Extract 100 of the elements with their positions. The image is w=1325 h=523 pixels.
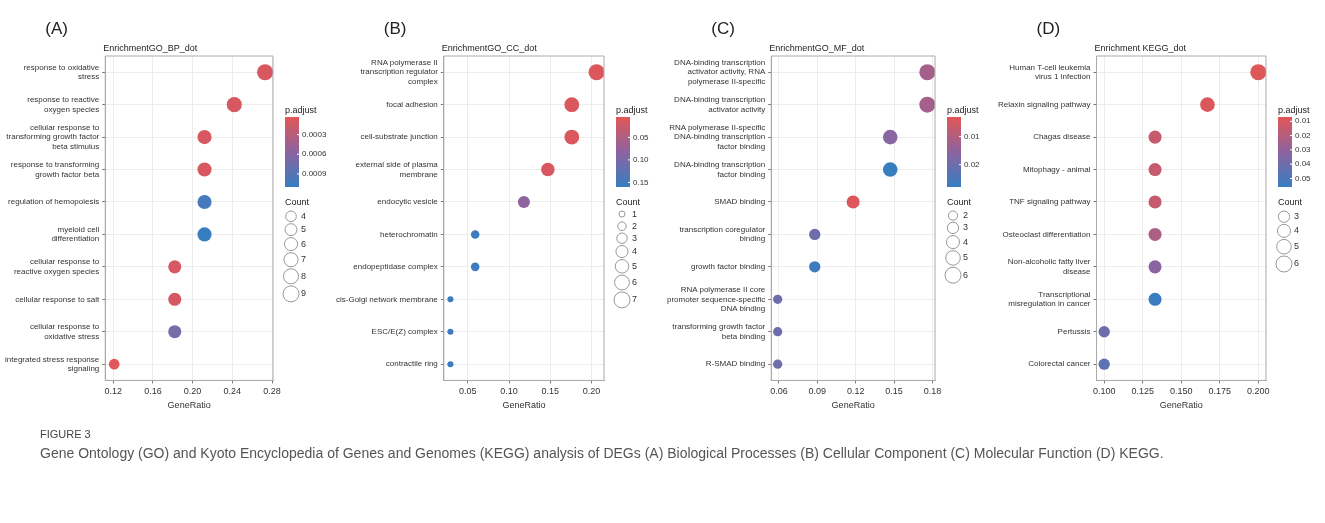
x-tick-label: 0.18 bbox=[923, 386, 942, 397]
x-tick-label: 0.09 bbox=[808, 386, 827, 397]
legend-label: 4 bbox=[1294, 225, 1300, 236]
y-tick-label: integrated stress response signaling bbox=[4, 354, 100, 374]
x-tick-label: 0.15 bbox=[885, 386, 903, 397]
chart-title: EnrichmentGO_MF_dot bbox=[769, 43, 865, 53]
legend-label: 3 bbox=[1294, 211, 1300, 222]
legend-title: Count bbox=[616, 197, 641, 207]
legend-label: 2 bbox=[963, 210, 969, 221]
y-tick-label: transforming growth factor beta binding bbox=[672, 322, 766, 341]
legend-title: Count bbox=[947, 197, 972, 207]
legend-label: 4 bbox=[632, 246, 638, 257]
text: (B) bbox=[383, 19, 407, 38]
y-tick-label: Chagas disease bbox=[1033, 132, 1092, 142]
y-tick-label: cellular response to salt bbox=[15, 294, 101, 304]
y-tick-label: contractile ring bbox=[385, 359, 438, 369]
color-bar-label: 0.05 bbox=[1295, 173, 1312, 183]
legend-label: 2 bbox=[632, 220, 638, 231]
x-axis-title: GeneRatio bbox=[167, 400, 211, 411]
legend-label: 3 bbox=[963, 222, 969, 233]
y-tick-label: cell-substrate junction bbox=[360, 132, 438, 142]
color-bar-label: 0.0009 bbox=[302, 169, 328, 179]
text: (C) bbox=[711, 19, 735, 38]
y-tick-label: endocytic vesicle bbox=[377, 197, 439, 207]
legend-label: 6 bbox=[1294, 258, 1300, 269]
x-axis-title: GeneRatio bbox=[1159, 400, 1203, 411]
x-tick-label: 0.06 bbox=[770, 386, 788, 397]
y-tick-label: growth factor binding bbox=[691, 262, 766, 272]
y-tick-label: RNA polymerase II-specific DNA-binding transcription factor binding bbox=[669, 122, 766, 151]
y-tick-label: R-SMAD binding bbox=[705, 359, 766, 369]
y-tick-label: Non-alcoholic fatty liver disease bbox=[1007, 257, 1092, 276]
chart-title: EnrichmentGO_CC_dot bbox=[441, 43, 538, 53]
legend-label: 3 bbox=[632, 232, 638, 243]
y-tick-label: SMAD binding bbox=[714, 197, 766, 207]
y-tick-label: Relaxin signaling pathway bbox=[998, 99, 1091, 109]
y-tick-label: focal adhesion bbox=[386, 99, 438, 109]
color-bar-label: 0.03 bbox=[1295, 145, 1312, 155]
legend-label: 9 bbox=[301, 288, 307, 299]
legend-title: Count bbox=[285, 197, 310, 207]
y-tick-label: DNA-binding transcription activator activity bbox=[674, 95, 766, 114]
y-tick-label: Pertussis bbox=[1057, 326, 1091, 336]
y-tick-label: Mitophagy - animal bbox=[1022, 164, 1091, 174]
color-bar-label: 0.10 bbox=[633, 155, 650, 165]
x-tick-label: 0.200 bbox=[1247, 386, 1270, 397]
color-bar-label: 0.05 bbox=[633, 132, 650, 142]
legend-label: 7 bbox=[301, 254, 307, 265]
y-tick-label: response to oxidative stress bbox=[23, 62, 100, 82]
text: Gene Ontology (GO) and Kyoto Encyclopedia of Genes and Genomes (KEGG) analysis of DEGs (A) Biological Processes (B) Cellular Component (C) Molecular Function (D) KEGG. bbox=[40, 444, 1165, 463]
y-tick-label: DNA-binding transcription factor binding bbox=[674, 159, 766, 179]
y-tick-label: cis-Golgi network membrane bbox=[336, 294, 439, 304]
legend-label: 1 bbox=[632, 208, 638, 219]
legend-label: 5 bbox=[632, 260, 638, 271]
x-tick-label: 0.100 bbox=[1092, 386, 1116, 397]
x-tick-label: 0.175 bbox=[1208, 386, 1232, 397]
color-bar-label: 0.02 bbox=[1295, 130, 1312, 140]
x-tick-label: 0.28 bbox=[263, 386, 281, 397]
x-tick-label: 0.12 bbox=[846, 386, 865, 397]
y-tick-label: transcription coregulator binding bbox=[679, 224, 766, 244]
y-tick-label: endopeptidase complex bbox=[353, 262, 438, 272]
x-tick-label: 0.20 bbox=[183, 386, 202, 397]
x-tick-label: 0.10 bbox=[500, 386, 518, 397]
y-tick-label: heterochromatin bbox=[380, 229, 438, 239]
text: (A) bbox=[45, 19, 68, 38]
y-tick-label: response to reactive oxygen species bbox=[27, 95, 100, 114]
x-axis-title: GeneRatio bbox=[502, 400, 546, 411]
text: (D) bbox=[1036, 19, 1061, 38]
chart-title: EnrichmentGO_BP_dot bbox=[103, 43, 198, 53]
x-tick-label: 0.12 bbox=[104, 386, 122, 397]
legend-label: 4 bbox=[301, 210, 307, 221]
y-tick-label: RNA polymerase II core promoter sequence-specific DNA binding bbox=[666, 284, 766, 314]
y-tick-label: Colorectal cancer bbox=[1028, 359, 1091, 369]
y-tick-label: DNA-binding transcription activator activity, RNA polymerase II-specific bbox=[674, 57, 766, 87]
y-tick-label: response to transforming growth factor beta bbox=[10, 159, 100, 179]
y-tick-label: Human T-cell leukemia virus 1 infection bbox=[1009, 62, 1092, 82]
x-tick-label: 0.05 bbox=[458, 386, 477, 397]
color-bar-label: 0.0003 bbox=[302, 129, 328, 139]
y-tick-label: RNA polymerase II transcription regulator complex bbox=[360, 57, 439, 87]
x-tick-label: 0.15 bbox=[541, 386, 560, 397]
y-tick-label: cellular response to transforming growth factor beta stimulus bbox=[6, 122, 100, 151]
color-bar-label: 0.01 bbox=[964, 131, 981, 141]
legend-label: 5 bbox=[1294, 241, 1300, 252]
legend-label: 6 bbox=[963, 269, 969, 280]
color-bar-label: 0.02 bbox=[964, 159, 981, 169]
y-tick-label: cellular response to oxidative stress bbox=[29, 322, 100, 341]
x-axis-title: GeneRatio bbox=[831, 400, 875, 411]
color-bar-title: p.adjust bbox=[1278, 105, 1311, 115]
y-tick-label: myeloid cell differentiation bbox=[51, 224, 100, 244]
color-bar-label: 0.15 bbox=[633, 177, 650, 187]
legend-label: 6 bbox=[632, 276, 638, 287]
y-tick-label: regulation of hemopoiesis bbox=[8, 197, 100, 207]
y-tick-label: Transcriptional misregulation in cancer bbox=[1008, 289, 1091, 309]
chart-title: Enrichment KEGG_dot bbox=[1094, 43, 1187, 53]
x-tick-label: 0.16 bbox=[144, 386, 162, 397]
legend-label: 7 bbox=[632, 294, 638, 305]
x-tick-label: 0.24 bbox=[223, 386, 242, 397]
y-tick-label: TNF signaling pathway bbox=[1009, 197, 1091, 207]
color-bar-title: p.adjust bbox=[616, 105, 649, 115]
caption: FIGURE 3 bbox=[40, 427, 92, 442]
y-tick-label: cellular response to reactive oxygen species bbox=[13, 257, 100, 276]
y-tick-label: external side of plasma membrane bbox=[355, 159, 439, 179]
